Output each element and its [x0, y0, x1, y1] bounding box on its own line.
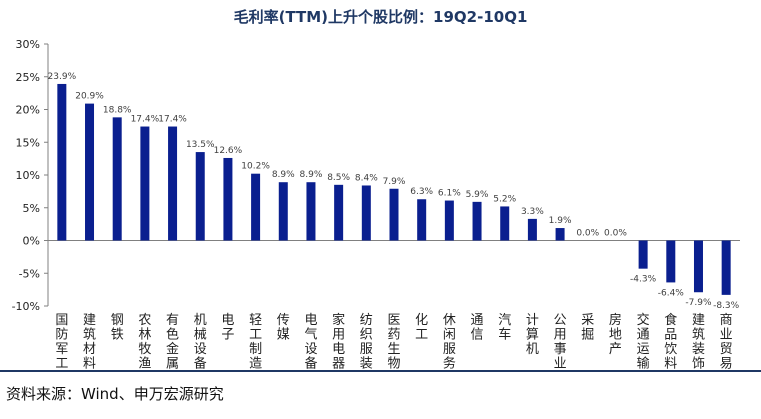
bar — [555, 228, 565, 241]
x-tick-label: 电子 — [221, 313, 234, 343]
y-tick-label: 10% — [16, 169, 40, 182]
bar — [500, 206, 510, 241]
bar — [472, 201, 482, 241]
data-label: 8.5% — [327, 173, 350, 183]
y-tick-label: 0% — [23, 235, 40, 248]
y-tick-label: 30% — [16, 38, 40, 51]
x-tick-label: 纺织服装 — [360, 313, 373, 370]
x-tick-label: 农林牧渔 — [138, 313, 151, 370]
data-label: 8.9% — [300, 170, 323, 180]
data-label: -6.4% — [658, 288, 685, 298]
x-tick-label: 计算机 — [526, 313, 539, 357]
x-tick-label: 轻工制造 — [249, 313, 262, 370]
y-tick-label: 15% — [16, 136, 40, 149]
x-tick-label: 有色金属 — [166, 313, 179, 370]
data-label: 23.9% — [48, 72, 77, 82]
bar — [444, 200, 454, 241]
data-label: 20.9% — [75, 92, 104, 102]
data-label: 5.9% — [466, 190, 489, 200]
data-label: 6.1% — [438, 189, 461, 199]
bar — [721, 240, 731, 295]
bar — [223, 157, 233, 241]
bar — [85, 103, 95, 241]
bar — [57, 83, 67, 241]
x-tick-label: 电气设备 — [304, 313, 317, 370]
data-label: 10.2% — [241, 162, 270, 172]
data-label: 1.9% — [549, 216, 572, 226]
x-tick-label: 通信 — [471, 313, 484, 343]
bar — [278, 182, 288, 241]
x-tick-label: 建筑材料 — [83, 313, 96, 370]
x-tick-label: 钢铁 — [111, 313, 124, 343]
bar — [527, 218, 537, 241]
data-label: 8.9% — [272, 170, 295, 180]
data-label: -8.3% — [713, 301, 740, 311]
bar — [251, 173, 261, 241]
x-tick-label: 交通运输 — [637, 312, 650, 370]
x-tick-label: 传媒 — [277, 313, 290, 343]
source-divider — [0, 370, 761, 372]
data-label: 6.3% — [410, 187, 433, 197]
data-label: 0.0% — [604, 229, 627, 239]
bar — [389, 188, 399, 241]
x-tick-label: 食品饮料 — [664, 312, 677, 370]
y-tick-label: -5% — [19, 267, 40, 280]
bar — [195, 152, 205, 241]
y-tick-label: 25% — [16, 71, 40, 84]
x-tick-label: 机械设备 — [194, 313, 207, 370]
x-tick-label: 家用电器 — [332, 312, 345, 370]
x-tick-label: 休闲服务 — [443, 313, 456, 370]
bar — [361, 185, 371, 241]
bar — [417, 199, 427, 241]
y-tick-label: -10% — [12, 300, 40, 313]
bar — [693, 240, 703, 293]
data-label: 7.9% — [383, 177, 406, 187]
bar-chart: -10% -5% 0% 5% 10% 15% 20% 25% 30% 23.9% 国防军工 20.9%… — [12, 38, 740, 370]
data-label: -7.9% — [685, 298, 712, 308]
bar — [168, 126, 178, 241]
x-tick-label: 医药生物 — [387, 313, 400, 370]
y-tick-label: 20% — [16, 104, 40, 117]
data-label: 5.2% — [493, 194, 516, 204]
x-tick-label: 采掘 — [581, 313, 594, 343]
x-tick-label: 房地产 — [609, 312, 622, 357]
x-tick-label: 建筑装饰 — [692, 313, 705, 370]
y-tick-label: 5% — [23, 202, 40, 215]
bar — [638, 240, 648, 269]
bar — [112, 117, 122, 241]
data-label: -4.3% — [630, 275, 657, 285]
x-tick-label: 国防军工 — [55, 313, 68, 370]
x-tick-label: 商业贸易 — [720, 313, 733, 370]
data-label: 18.8% — [103, 105, 132, 115]
x-tick-label: 化工 — [415, 313, 428, 343]
data-label: 17.4% — [131, 115, 160, 125]
data-label: 12.6% — [214, 146, 243, 156]
data-label: 0.0% — [576, 229, 599, 239]
x-tick-label: 公用事业 — [554, 313, 567, 370]
bar — [666, 240, 676, 283]
bar — [140, 126, 150, 241]
chart-title: 毛利率(TTM)上升个股比例：19Q2-10Q1 — [233, 8, 528, 26]
bar — [334, 184, 344, 241]
data-label: 3.3% — [521, 207, 544, 217]
x-tick-label: 汽车 — [498, 313, 511, 343]
data-label: 17.4% — [158, 115, 187, 125]
data-label: 8.4% — [355, 173, 378, 183]
source-note: 资料来源：Wind、申万宏源研究 — [6, 385, 224, 403]
bar — [306, 182, 316, 241]
data-label: 13.5% — [186, 140, 215, 150]
